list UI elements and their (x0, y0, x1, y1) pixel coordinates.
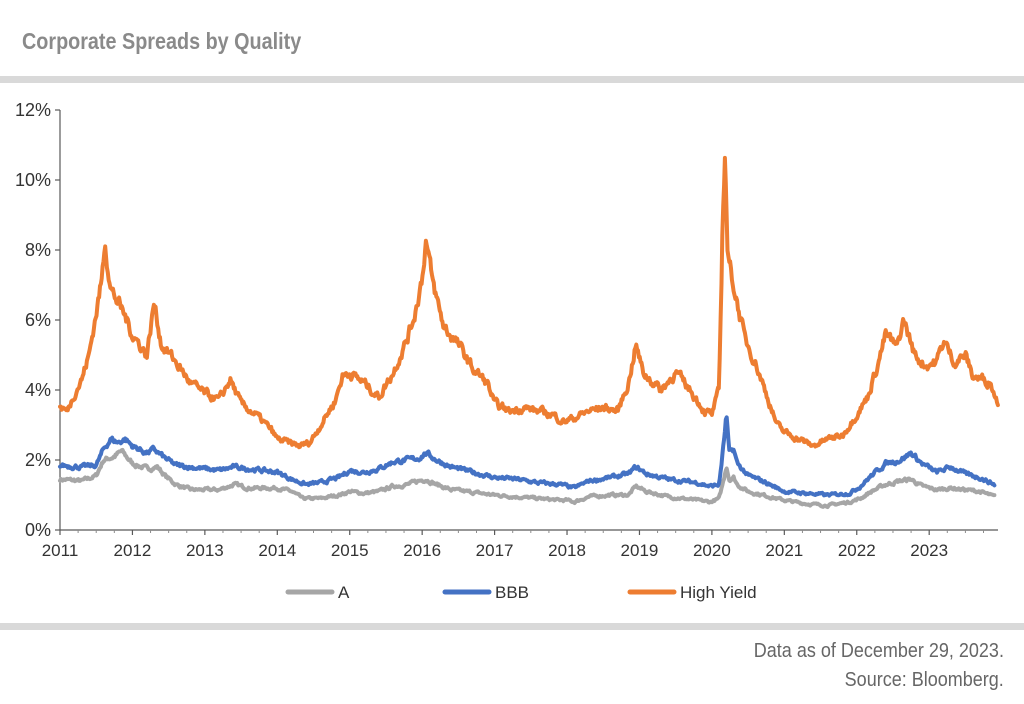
y-tick-label: 4% (25, 380, 51, 400)
data-date-note: Data as of December 29, 2023. (753, 640, 1004, 662)
x-tick-label: 2023 (910, 541, 948, 560)
x-tick-label: 2013 (186, 541, 224, 560)
legend-label: BBB (495, 583, 529, 602)
x-tick-label: 2020 (693, 541, 731, 560)
y-tick-label: 8% (25, 240, 51, 260)
chart-axes: 0% 2% 4% 6% 8% 10% 12% 2011 2012 2013 2014 2015 2016… (15, 100, 998, 560)
x-tick-label: 2015 (331, 541, 369, 560)
y-tick-label: 0% (25, 520, 51, 540)
series-line-a (58, 447, 997, 510)
x-tick-label: 2011 (42, 541, 79, 560)
x-tick-label: 2021 (765, 541, 803, 560)
y-tick-label: 2% (25, 450, 51, 470)
x-tick-label: 2012 (114, 541, 152, 560)
x-tick-label: 2016 (403, 541, 441, 560)
series-line-high-yield (58, 155, 1000, 450)
x-tick-label: 2017 (476, 541, 514, 560)
header-divider (0, 76, 1024, 83)
x-tick-label: 2018 (548, 541, 586, 560)
y-tick-label: 6% (25, 310, 51, 330)
legend-label: High Yield (680, 583, 757, 602)
chart-series (58, 155, 1000, 510)
line-chart: 0% 2% 4% 6% 8% 10% 12% 2011 2012 2013 2014 2015 2016… (15, 100, 1000, 602)
page-title: Corporate Spreads by Quality (22, 28, 302, 54)
x-tick-label: 2019 (621, 541, 659, 560)
source-note: Source: Bloomberg. (844, 669, 1004, 691)
series-line-bbb (58, 415, 997, 498)
x-tick-label: 2022 (838, 541, 876, 560)
y-tick-label: 12% (15, 100, 51, 120)
footer-divider (0, 623, 1024, 630)
x-tick-label: 2014 (258, 541, 296, 560)
y-tick-label: 10% (15, 170, 51, 190)
legend-label: A (338, 583, 350, 602)
chart-legend: A BBB High Yield (285, 583, 757, 602)
